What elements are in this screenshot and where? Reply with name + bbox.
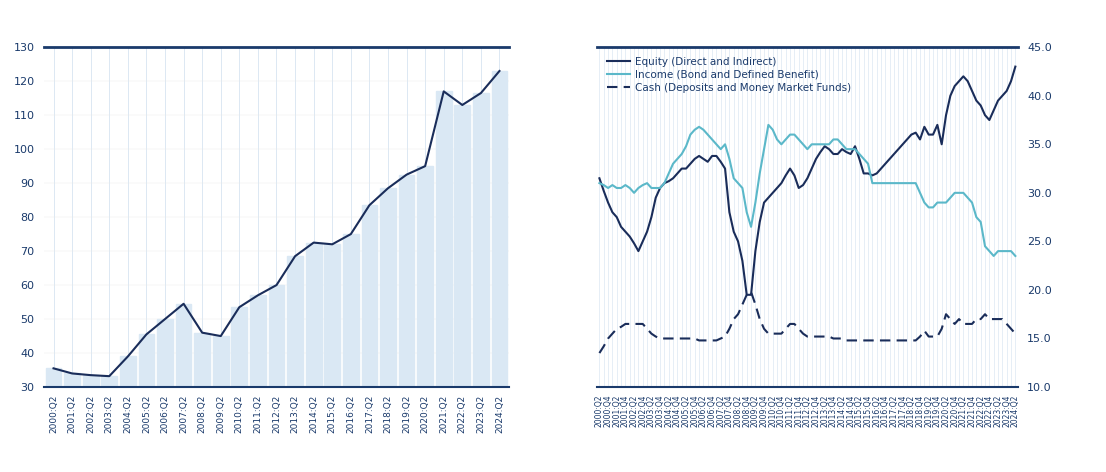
Legend: Equity (Direct and Indirect), Income (Bond and Defined Benefit), Cash (Deposits : Equity (Direct and Indirect), Income (Bo… bbox=[603, 52, 855, 97]
Bar bbox=[231, 307, 248, 387]
Bar bbox=[45, 368, 62, 387]
Bar bbox=[212, 336, 229, 387]
Bar bbox=[324, 244, 341, 387]
Bar bbox=[436, 92, 451, 387]
Bar bbox=[491, 71, 508, 387]
Bar bbox=[157, 319, 173, 387]
Bar bbox=[305, 243, 322, 387]
Bar bbox=[269, 285, 284, 387]
Bar bbox=[380, 188, 396, 387]
Bar bbox=[119, 356, 136, 387]
Bar bbox=[102, 376, 117, 387]
Bar bbox=[343, 234, 358, 387]
Bar bbox=[83, 375, 98, 387]
Bar bbox=[288, 256, 303, 387]
Bar bbox=[195, 333, 210, 387]
Bar bbox=[176, 304, 191, 387]
Bar bbox=[138, 334, 155, 387]
Bar bbox=[398, 175, 415, 387]
Bar bbox=[417, 166, 434, 387]
Bar bbox=[473, 93, 489, 387]
Bar bbox=[362, 205, 377, 387]
Bar bbox=[455, 105, 470, 387]
Bar bbox=[250, 295, 265, 387]
Bar bbox=[64, 373, 80, 387]
